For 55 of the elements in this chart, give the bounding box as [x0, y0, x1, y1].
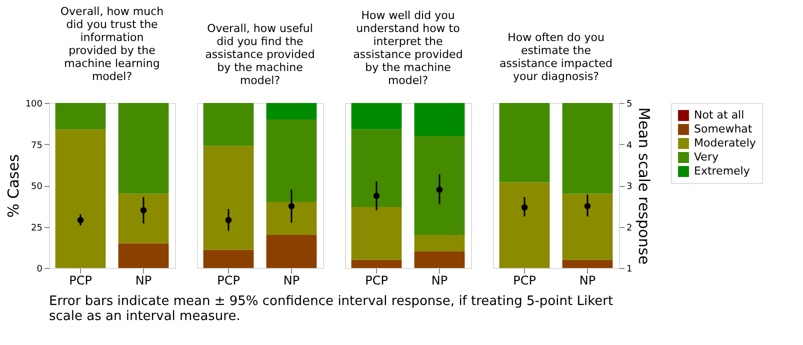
bar [118, 243, 169, 268]
y-tick-label: 0 [36, 264, 43, 274]
y-tick-label: 100 [25, 100, 43, 110]
y2-tick-label: 2 [626, 223, 632, 234]
chart-title: Overall, how much did you trust the information provided by the machine learning model? [60, 5, 164, 83]
x-tick-label: NP [579, 274, 596, 288]
x-tick-label: NP [431, 274, 448, 288]
bar [351, 129, 402, 207]
bar [499, 103, 550, 182]
bar [266, 103, 317, 120]
y-tick-label: 25 [31, 223, 42, 234]
bar [55, 129, 106, 268]
x-tick-label: PCP [513, 274, 536, 288]
bar [414, 136, 465, 235]
bar [562, 103, 613, 194]
bar [203, 250, 254, 268]
bar [55, 103, 106, 130]
bar [203, 146, 254, 250]
bar [351, 260, 402, 268]
y-tick-label: 75 [31, 140, 42, 151]
y2-tick-label: 4 [626, 140, 632, 151]
chart-title: How often do you estimate the assistance impacted your diagnosis? [500, 31, 612, 83]
bar [499, 182, 550, 268]
legend-label: Extremely [694, 164, 750, 178]
legend-label: Moderately [694, 136, 756, 150]
bar [414, 103, 465, 136]
bar [351, 103, 402, 130]
x-tick-label: NP [135, 274, 152, 288]
bar [118, 103, 169, 194]
text: Error bars indicate mean ± 95% confidence interval response, if treating 5-point Likert scale as an interval measure. [49, 294, 614, 324]
bar [266, 202, 317, 235]
chart-title: How well did you understand how to interpret the assistance provided by the machine model? [353, 9, 463, 87]
bar [414, 235, 465, 252]
bar [414, 252, 465, 268]
x-tick-label: PCP [365, 274, 388, 288]
y2-tick-label: 5 [626, 100, 632, 110]
y-axis-title: % Cases [4, 154, 22, 218]
legend-label: Very [694, 150, 719, 164]
bar [351, 206, 402, 260]
y2-tick-label: 1 [626, 264, 632, 274]
legend-label: Not at all [694, 108, 744, 122]
x-tick-label: PCP [217, 274, 240, 288]
y2-axis-title: Mean scale response [635, 107, 654, 265]
x-tick-label: NP [283, 274, 300, 288]
bar [562, 194, 613, 260]
y-tick-label: 50 [31, 182, 43, 192]
bar [562, 260, 613, 268]
bar [203, 103, 254, 146]
bar [266, 120, 317, 202]
chart-title: Overall, how useful did you find the assistance provided by the machine model? [205, 22, 315, 87]
bar [266, 235, 317, 268]
y2-tick-label: 3 [626, 182, 632, 192]
bar [118, 194, 169, 244]
x-tick-label: PCP [69, 274, 92, 288]
legend-label: Somewhat [694, 122, 753, 136]
